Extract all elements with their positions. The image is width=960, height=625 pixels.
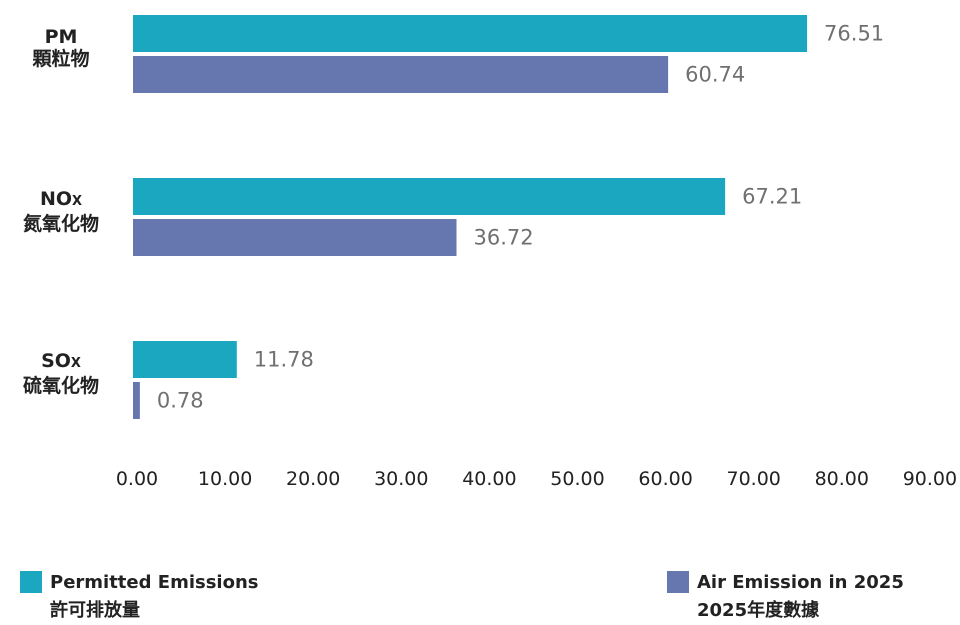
legend-item-air-emission: Air Emission in 2025 2025年度數據: [667, 569, 904, 625]
category-subscript: X: [70, 356, 81, 371]
data-label-air-emission-2: 0.78: [157, 389, 204, 413]
category-name-zh: 氮氧化物: [22, 213, 99, 235]
bar-chart: 76.51 67.21 11.78 60.74 36.72 0.78 0.00 10.00 20…: [116, 15, 957, 490]
legend-item-permitted: Permitted Emissions 許可排放量: [20, 569, 259, 625]
category-label-0: PM 顆粒物: [0, 26, 122, 70]
category-name: NO: [39, 188, 73, 210]
bar-air-emission-0: [133, 56, 669, 93]
bar-permitted-1: [133, 178, 726, 215]
legend-swatch-air-emission: [667, 571, 689, 593]
x-tick-label: 10.00: [198, 468, 252, 490]
category-label-2: SOX 硫氧化物: [0, 350, 122, 397]
bar-air-emission-1: [133, 219, 457, 256]
x-tick-label: 60.00: [638, 468, 692, 490]
data-label-air-emission-1: 36.72: [474, 226, 534, 250]
category-name-zh: 硫氧化物: [22, 375, 99, 397]
legend-label-permitted-zh: 許可排放量: [50, 600, 140, 621]
legend-label-air-emission-zh: 2025年度數據: [697, 600, 820, 621]
x-tick-label: 30.00: [374, 468, 428, 490]
x-tick-label: 20.00: [286, 468, 340, 490]
category-label-1: NOX 氮氧化物: [0, 188, 122, 235]
x-tick-label: 0.00: [116, 468, 158, 490]
legend-label-air-emission: Air Emission in 2025: [697, 572, 904, 593]
bar-permitted-2: [133, 341, 237, 378]
category-name: PM: [44, 26, 78, 48]
legend-label-permitted: Permitted Emissions: [50, 572, 259, 593]
data-label-permitted-2: 11.78: [254, 348, 314, 372]
data-label-permitted-0: 76.51: [824, 22, 884, 46]
category-name-zh: 顆粒物: [32, 48, 90, 70]
x-tick-label: 40.00: [462, 468, 516, 490]
category-name: SO: [41, 350, 71, 372]
x-tick-label: 90.00: [903, 468, 957, 490]
legend-swatch-permitted: [20, 571, 42, 593]
x-tick-label: 70.00: [726, 468, 780, 490]
bar-permitted-0: [133, 15, 808, 52]
x-tick-label: 50.00: [550, 468, 604, 490]
category-subscript: X: [72, 194, 83, 209]
bar-air-emission-2: [133, 382, 140, 419]
data-label-air-emission-0: 60.74: [685, 63, 745, 87]
x-tick-label: 80.00: [815, 468, 869, 490]
data-label-permitted-1: 67.21: [742, 185, 802, 209]
